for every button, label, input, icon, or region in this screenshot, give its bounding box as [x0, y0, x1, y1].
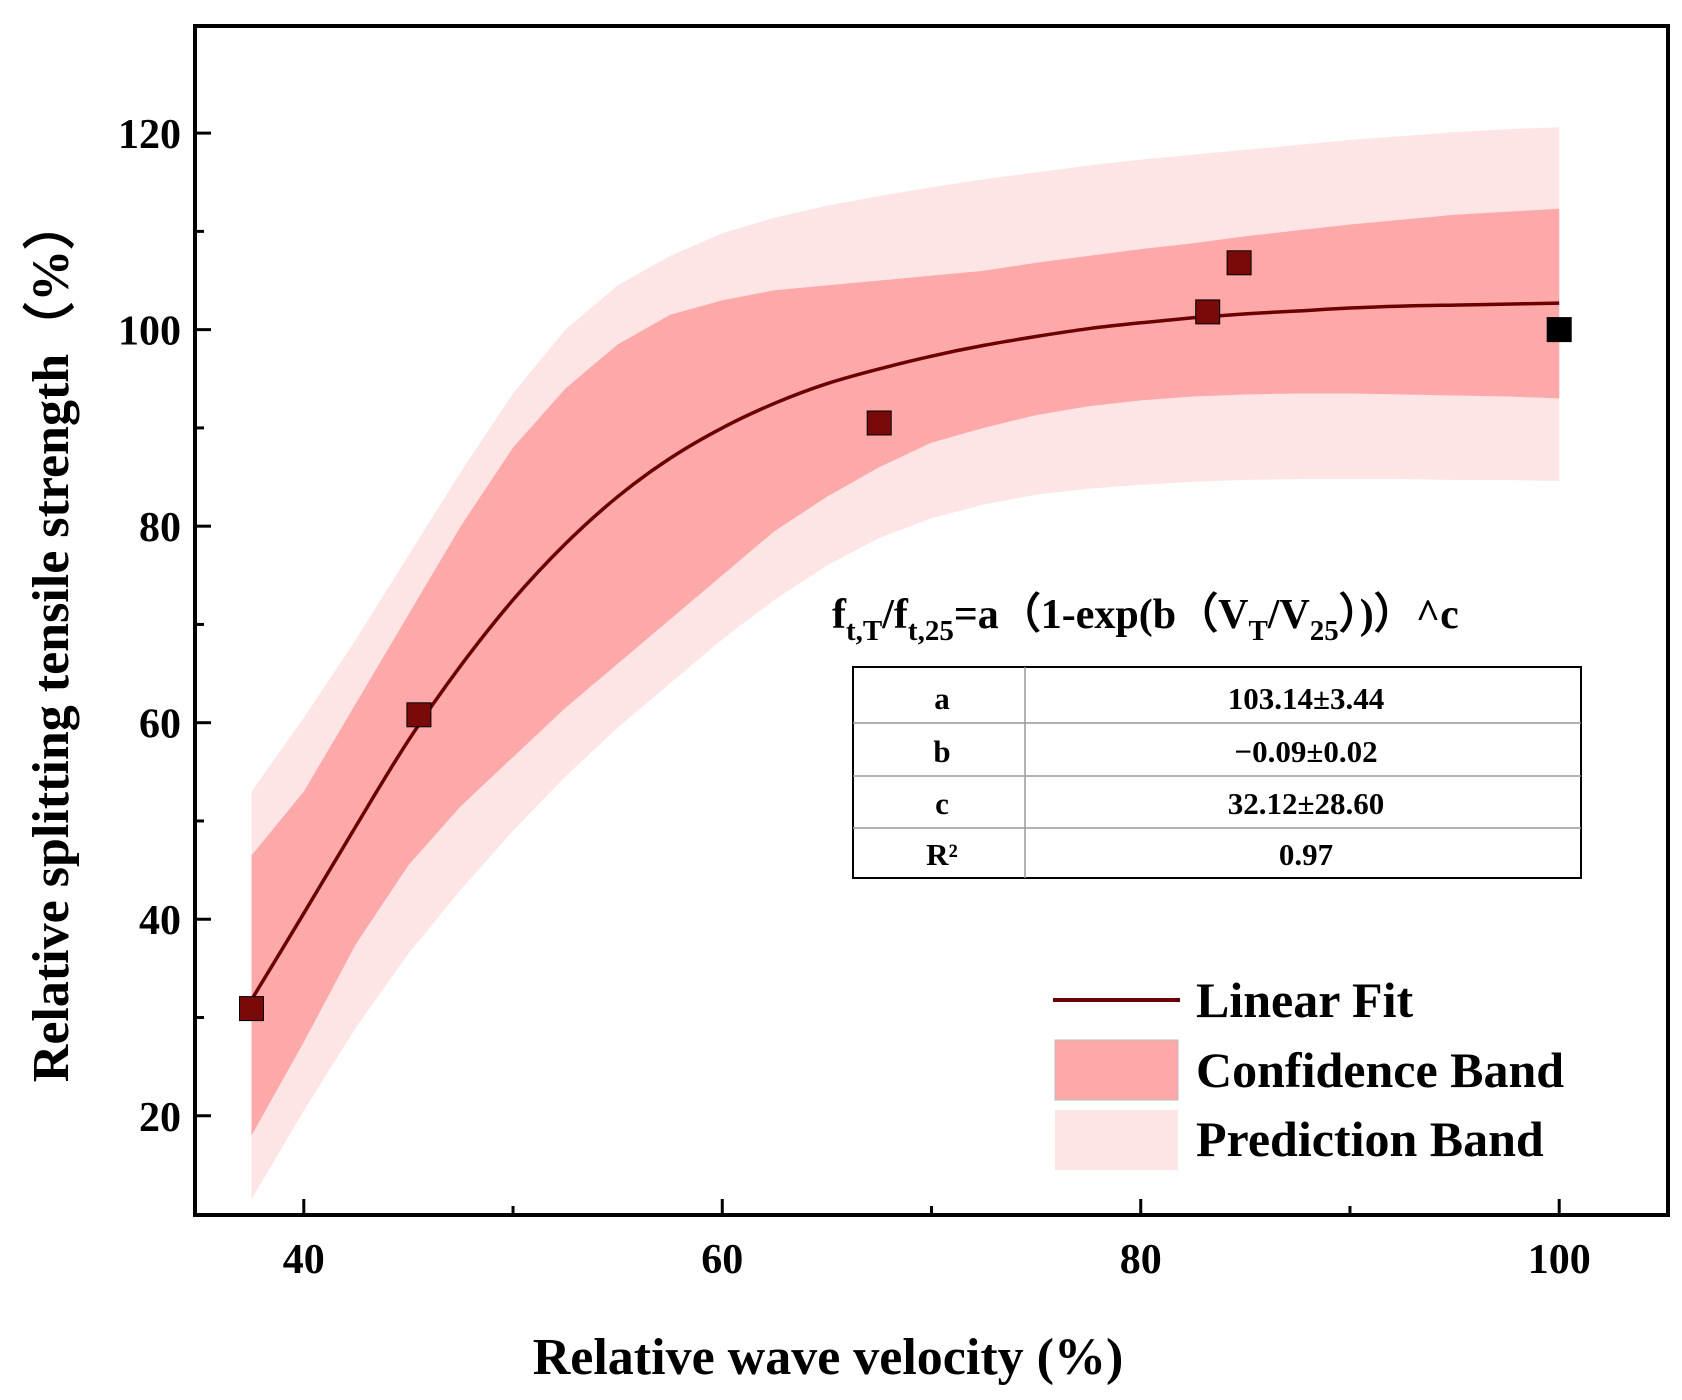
table-param-name: R² [926, 837, 958, 872]
y-axis-title: Relative splitting tensile strength（%） [22, 198, 80, 1082]
table-param-value: 103.14±3.44 [1228, 681, 1385, 716]
y-tick-label: 80 [139, 505, 181, 551]
legend-swatch-confidence [1054, 1039, 1179, 1101]
axis-ticks: 40 60 80 100 20 40 60 80 100 120 [118, 112, 1591, 1283]
y-tick-label: 40 [139, 898, 181, 944]
legend-label-prediction: Prediction Band [1196, 1111, 1544, 1167]
x-tick-label: 100 [1528, 1237, 1591, 1283]
x-tick-label: 40 [283, 1237, 325, 1283]
legend: Linear Fit Confidence Band Prediction Ba… [1053, 972, 1564, 1170]
x-axis-title: Relative wave velocity (%) [533, 1329, 1124, 1386]
data-point [1546, 317, 1572, 343]
table-param-value: 0.97 [1279, 837, 1333, 872]
table-param-name: b [933, 734, 950, 769]
table-param-value: −0.09±0.02 [1234, 734, 1377, 769]
table-border [852, 666, 1582, 879]
data-point [406, 702, 432, 728]
x-tick-label: 60 [701, 1237, 743, 1283]
fit-equation: ft,T/ft,25=a（1-exp(b（VT/V25）)）^c [832, 591, 1459, 647]
data-points [239, 250, 1572, 1022]
data-point [1195, 299, 1221, 325]
data-point [866, 410, 892, 436]
table-param-name: c [935, 786, 949, 821]
table-param-name: a [934, 681, 950, 716]
y-tick-label: 20 [139, 1095, 181, 1141]
x-tick-label: 80 [1120, 1237, 1162, 1283]
legend-swatch-prediction [1055, 1110, 1178, 1170]
y-tick-label: 100 [118, 309, 181, 355]
data-point [239, 996, 264, 1022]
bands-layer [251, 127, 1560, 1200]
legend-label-confidence: Confidence Band [1196, 1042, 1564, 1098]
y-tick-label: 120 [118, 112, 181, 158]
parameter-table: a 103.14±3.44 b −0.09±0.02 c 32.12±28.60… [852, 666, 1582, 879]
y-tick-label: 60 [139, 702, 181, 748]
data-point [1226, 250, 1252, 276]
legend-label-fit: Linear Fit [1196, 972, 1413, 1028]
confidence-band [251, 208, 1560, 1136]
table-param-value: 32.12±28.60 [1228, 786, 1385, 821]
